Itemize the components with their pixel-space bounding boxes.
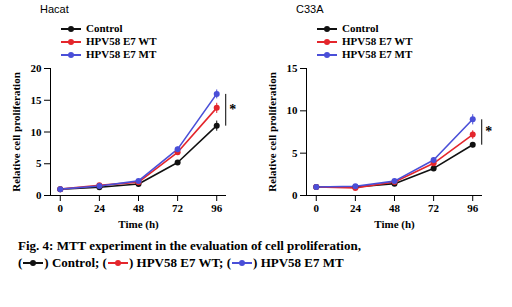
svg-text:Time (h): Time (h): [118, 218, 159, 231]
html-text:) HPV58 E7 MT: ) HPV58 E7 MT: [253, 255, 344, 270]
svg-text:0: 0: [36, 189, 42, 201]
svg-text:48: 48: [133, 202, 145, 214]
svg-text:*: *: [485, 124, 492, 139]
svg-text:0: 0: [314, 202, 320, 214]
svg-text:72: 72: [428, 202, 440, 214]
svg-text:Relative cell proliferation: Relative cell proliferation: [10, 72, 22, 192]
svg-text:15: 15: [287, 62, 299, 74]
svg-text:24: 24: [94, 202, 106, 214]
svg-text:15: 15: [31, 94, 43, 106]
html-text:Fig. 4: MTT experiment in the: Fig. 4: MTT experiment in the evaluation…: [18, 238, 361, 253]
svg-text:48: 48: [389, 202, 401, 214]
html-text:) HPV58 E7 WT; (: ) HPV58 E7 WT; (: [129, 255, 231, 270]
svg-text:96: 96: [211, 202, 223, 214]
html-text:HPV58 E7 MT: HPV58 E7 MT: [86, 48, 157, 60]
svg-text:20: 20: [31, 62, 43, 74]
html-text:HPV58 E7 WT: HPV58 E7 WT: [86, 35, 157, 47]
html-text:Control: Control: [342, 22, 379, 34]
svg-text:0: 0: [292, 189, 298, 201]
svg-text:*: *: [229, 102, 236, 117]
svg-text:5: 5: [292, 147, 298, 159]
html-text:Hacat: Hacat: [40, 3, 69, 15]
html-text:) Control; (: ) Control; (: [44, 255, 107, 270]
html-text:C33A: C33A: [296, 3, 324, 15]
html-text:HPV58 E7 MT: HPV58 E7 MT: [342, 48, 413, 60]
svg-text:0: 0: [58, 202, 64, 214]
svg-text:5: 5: [36, 157, 42, 169]
svg-text:96: 96: [467, 202, 479, 214]
svg-text:10: 10: [31, 126, 43, 138]
svg-text:72: 72: [172, 202, 184, 214]
svg-text:10: 10: [287, 104, 299, 116]
svg-text:24: 24: [350, 202, 362, 214]
svg-text:Relative cell proliferation: Relative cell proliferation: [266, 72, 278, 192]
html-text:HPV58 E7 WT: HPV58 E7 WT: [342, 35, 413, 47]
html-text:Control: Control: [86, 22, 123, 34]
svg-text:Time (h): Time (h): [374, 218, 415, 231]
